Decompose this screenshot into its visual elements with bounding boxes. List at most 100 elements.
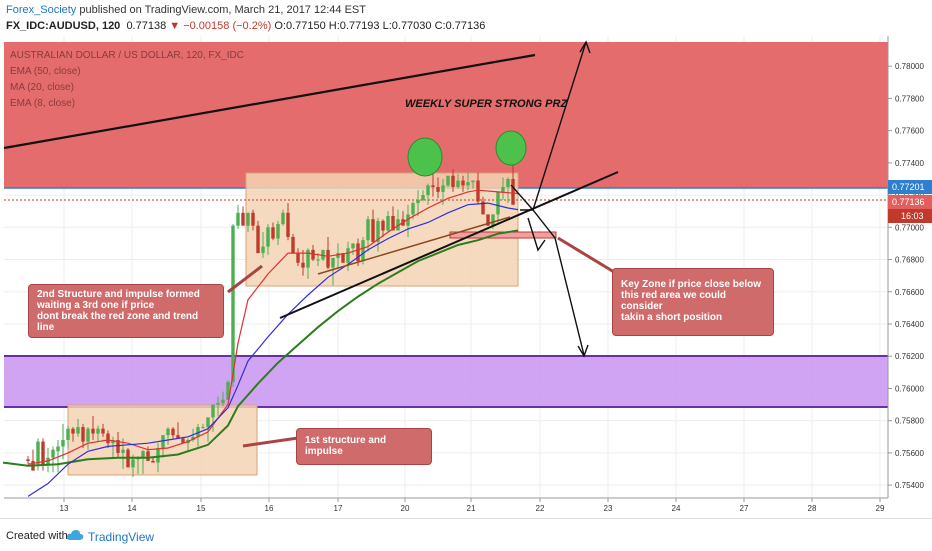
candle-body [391,216,395,231]
candle-body [166,428,170,436]
candle [86,427,90,450]
candle [381,219,385,237]
candle-body [506,178,510,188]
candle [291,233,295,254]
candle-body [241,212,245,226]
candle-body [366,219,370,241]
key-zone-line-2: this red area we could consider [621,290,727,312]
candle [66,425,70,449]
candle-body [216,402,220,405]
candle-body [111,439,115,444]
candle-body [161,435,165,449]
candle-body [76,427,80,434]
candle-body [446,175,450,186]
callout-pointer-first [242,436,299,448]
candle-body [96,428,100,434]
candle [106,430,110,449]
candle [96,425,100,442]
candle [251,209,255,231]
candle-body [261,246,265,254]
candle [501,177,505,200]
candle-body [436,187,440,192]
time-tick-label: 23 [604,504,613,513]
candle [496,191,500,223]
tradingview-brand[interactable]: TradingView [88,530,155,544]
key-zone-line-1: Key Zone if price close below [621,279,762,290]
candle-body [266,227,270,247]
price-chart[interactable]: WEEKLY SUPER STRONG PRZ AUSTRALIAN DOLLA… [0,36,932,518]
candle-body [461,180,465,186]
candle-body [511,178,515,205]
candle [221,391,225,407]
candle-body [226,381,230,400]
price-tick-label: 0.77000 [895,223,924,232]
legend-ema50[interactable]: EMA (50, close) [10,66,81,77]
candle-body [146,451,150,461]
candle [451,169,455,192]
candle-body [306,249,310,268]
legend-ema8[interactable]: EMA (8, close) [10,98,75,109]
candle [171,427,175,439]
author-link[interactable]: Forex_Society [6,4,77,16]
candle [241,206,245,226]
time-tick-label: 14 [128,504,137,513]
candle-body [451,175,455,188]
price-label-last: 0.77136 [888,195,932,209]
legend-ma20[interactable]: MA (20, close) [10,82,74,93]
time-tick-label: 17 [334,504,343,513]
candle-body [431,185,435,188]
candle [376,217,380,252]
candle [61,423,65,460]
candle [311,245,315,262]
candle-body [501,187,505,192]
candle [246,212,250,233]
candle-body [41,441,45,465]
second-structure-line-2: waiting a 3rd one if price [37,300,155,311]
candle-body [196,427,200,437]
time-axis[interactable]: 13 14 15 16 17 20 21 22 23 24 27 28 29 [4,497,888,513]
time-tick-label: 28 [808,504,817,513]
price-tick-label: 0.77800 [895,94,924,103]
candle-body [286,212,290,237]
candle [366,216,370,252]
time-tick-label: 29 [876,504,885,513]
candle-body [376,220,380,242]
price-label-blue-text: 0.77201 [892,182,925,192]
first-structure-callout: 1st structure and impulse [296,428,432,465]
candle-body [61,439,65,447]
weekly-trend-line [3,53,536,150]
candle-body [481,201,485,215]
time-tick-label: 21 [467,504,476,513]
publish-info: published on TradingView.com, March 21, … [79,4,366,16]
price-tick-label: 0.76200 [895,352,924,361]
candle [396,209,400,231]
price-tick-label: 0.77600 [895,127,924,136]
candle-body [251,212,255,226]
arrow-head-down [577,344,589,358]
candle [286,203,290,241]
candle [166,427,170,445]
candle [206,417,210,442]
chart-header: Forex_Society published on TradingView.c… [0,0,932,36]
price-axis[interactable]: 0.780000.778000.776000.774000.772000.770… [887,36,924,498]
candle [116,431,120,458]
price-tick-label: 0.77400 [895,159,924,168]
candle [201,423,205,429]
candle-body [201,427,205,429]
time-tick-label: 24 [672,504,681,513]
candle-body [141,451,145,458]
candle [151,457,155,463]
candle [216,396,220,416]
candle-body [231,225,235,382]
candle [506,177,510,204]
top-bubble-right [495,130,527,166]
candle [421,190,425,202]
candle [331,257,335,286]
candle [341,253,345,263]
candle [461,175,465,192]
candle [446,175,450,188]
candle-body [131,459,135,468]
price-tick-label: 0.78000 [895,62,924,71]
prz-label: WEEKLY SUPER STRONG PRZ [405,98,568,110]
candle [71,427,75,442]
